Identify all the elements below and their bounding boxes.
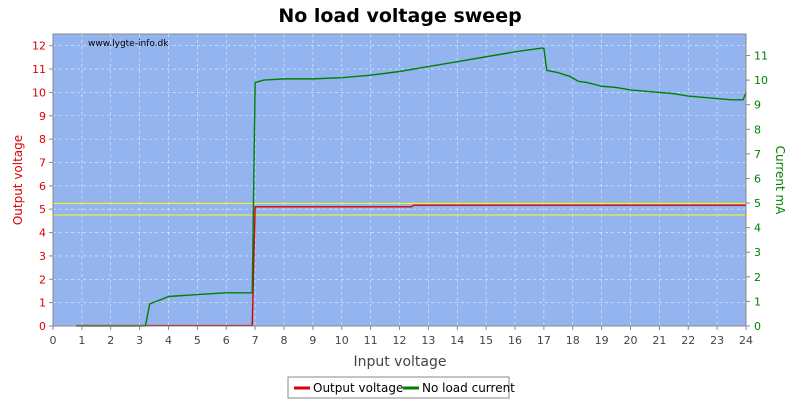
y-left-tick-label: 7 — [39, 156, 46, 169]
grid — [52, 34, 747, 327]
x-tick-label: 15 — [479, 334, 493, 347]
watermark: www.lygte-info.dk — [88, 39, 169, 49]
x-tick-label: 1 — [78, 334, 85, 347]
y-left-tick-label: 11 — [32, 63, 46, 76]
y-right-tick-label: 8 — [754, 123, 761, 136]
y-right-tick-label: 4 — [754, 222, 761, 235]
x-tick-label: 3 — [136, 334, 143, 347]
x-tick-label: 13 — [421, 334, 435, 347]
y-left-tick-label: 2 — [39, 273, 46, 286]
y-right-tick-label: 9 — [754, 99, 761, 112]
y-right-tick-label: 2 — [754, 271, 761, 284]
chart-title: No load voltage sweep — [278, 5, 521, 27]
x-tick-label: 0 — [50, 334, 57, 347]
x-axis-label: Input voltage — [353, 354, 446, 370]
x-tick-label: 5 — [194, 334, 201, 347]
x-tick-label: 22 — [681, 334, 695, 347]
y-right-axis-label: Current mA — [773, 146, 787, 216]
x-ticks: 0 1 2 3 4 5 6 7 8 9 10 11 12 13 14 15 16 17 18 19 20 21 22 23 24 — [50, 326, 753, 347]
x-tick-label: 4 — [165, 334, 172, 347]
y-right-tick-label: 5 — [754, 197, 761, 210]
reference-lines — [53, 202, 746, 216]
legend-label-output-voltage: Output voltage — [313, 381, 403, 395]
x-tick-label: 8 — [281, 334, 288, 347]
x-tick-label: 11 — [364, 334, 378, 347]
y-right-tick-label: 1 — [754, 295, 761, 308]
y-left-tick-label: 0 — [39, 320, 46, 333]
y-right-tick-label: 0 — [754, 320, 761, 333]
x-tick-label: 16 — [508, 334, 522, 347]
x-tick-label: 6 — [223, 334, 230, 347]
x-tick-label: 24 — [739, 334, 753, 347]
y-left-tick-label: 8 — [39, 133, 46, 146]
y-left-tick-label: 3 — [39, 250, 46, 263]
y-left-tick-label: 12 — [32, 40, 46, 53]
legend-box — [287, 376, 510, 399]
x-tick-label: 18 — [566, 334, 580, 347]
y-left-tick-label: 6 — [39, 180, 46, 193]
x-tick-label: 12 — [393, 334, 407, 347]
y-left-tick-label: 10 — [32, 86, 46, 99]
x-tick-label: 14 — [450, 334, 464, 347]
x-tick-label: 10 — [335, 334, 349, 347]
y-right-tick-label: 10 — [754, 74, 768, 87]
y-right-tick-label: 3 — [754, 246, 761, 259]
x-tick-label: 17 — [537, 334, 551, 347]
y-left-tick-label: 5 — [39, 203, 46, 216]
y-left-tick-label: 1 — [39, 297, 46, 310]
y-left-tick-label: 4 — [39, 227, 46, 240]
series-line-no-load-current — [76, 47, 747, 327]
x-tick-label: 19 — [595, 334, 609, 347]
y-right-tick-label: 11 — [754, 50, 768, 63]
y-right-ticks: 0 1 2 3 4 5 6 7 8 9 10 11 — [746, 50, 768, 333]
x-tick-label: 7 — [252, 334, 259, 347]
legend-label-no-load-current: No load current — [422, 381, 515, 395]
y-left-axis-label: Output voltage — [11, 135, 25, 225]
x-tick-label: 23 — [710, 334, 724, 347]
y-right-tick-label: 7 — [754, 148, 761, 161]
legend: Output voltage No load current — [287, 376, 515, 399]
x-tick-label: 20 — [624, 334, 638, 347]
x-tick-label: 9 — [309, 334, 316, 347]
x-tick-label: 21 — [652, 334, 666, 347]
y-left-tick-label: 9 — [39, 110, 46, 123]
y-right-tick-label: 6 — [754, 172, 761, 185]
x-tick-label: 2 — [107, 334, 114, 347]
